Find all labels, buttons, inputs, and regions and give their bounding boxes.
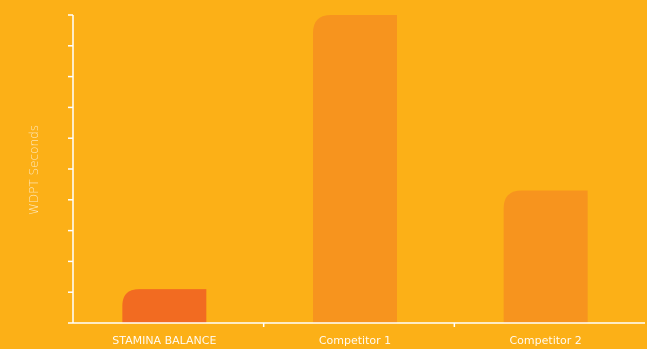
y-axis-label: WDPT Seconds [27, 125, 41, 215]
bars-layer [122, 15, 588, 323]
x-tick-labels: STAMINA BALANCE Competitor 1 Competitor 2 [112, 334, 582, 347]
bar [122, 289, 207, 323]
axes-layer [68, 14, 645, 327]
bar [503, 190, 588, 323]
bar [313, 15, 397, 323]
x-tick-label: STAMINA BALANCE [112, 334, 216, 347]
x-tick-label: Competitor 1 [319, 334, 391, 347]
x-tick-label: Competitor 2 [510, 334, 582, 347]
